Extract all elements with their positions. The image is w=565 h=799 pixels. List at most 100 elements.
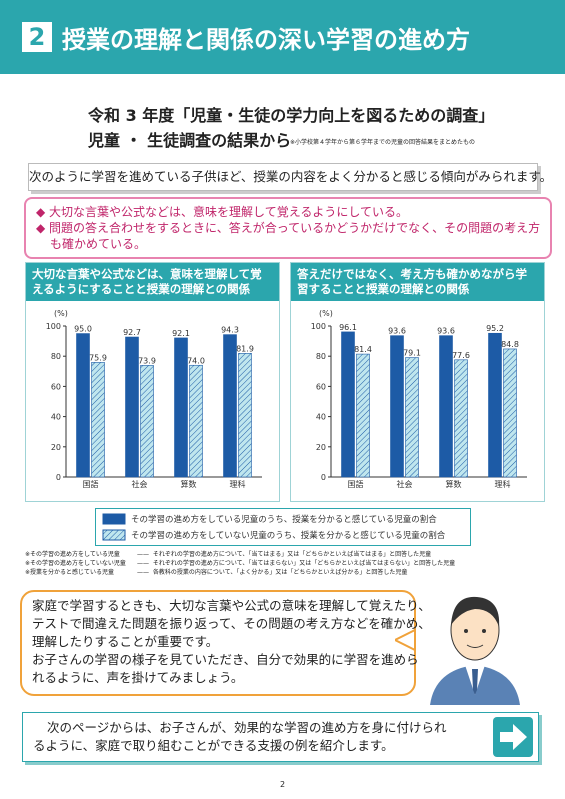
note: ※その学習の進め方をしていない児童 —— それぞれの学習の進め方について、「当ては… [25, 560, 456, 567]
bar [356, 353, 370, 478]
legend-swatch [102, 529, 126, 541]
teacher-illustration [395, 596, 520, 705]
note: ※授業を分かると感じている児童 —— 各教科の授業の内容について、「よく分かる」又… [25, 569, 408, 576]
chart-title: 大切な言葉や公式などは、意味を理解して覚えるようにすることと授業の理解との関係 [26, 263, 279, 301]
survey-subtitle: 児童 ・ 生徒調査の結果から [88, 131, 292, 150]
x-tick-label: 理科 [495, 479, 511, 489]
bar [341, 331, 355, 478]
point: ◆ 大切な言葉や公式などは、意味を理解して覚えるようにしている。 [36, 205, 408, 219]
lead-text: 次のように学習を進めている子供ほど、授業の内容をよく分かると感じる傾向がみられま… [29, 169, 553, 184]
legend-label: その学習の進め方をしている児童のうち、授業を分かると感じている児童の割合 [131, 514, 437, 525]
legend-swatch [102, 513, 126, 525]
legend-frame [95, 508, 471, 546]
note-term: ※その学習の進め方をしていない児童 [25, 560, 126, 567]
x-tick-label: 算数 [181, 479, 197, 489]
note-term: ※その学習の進め方をしている児童 [25, 551, 120, 558]
y-axis-unit: (%) [319, 309, 333, 318]
value-label: 77.6 [452, 351, 470, 360]
next-line: るように、家庭で取り組むことができる支援の例を紹介します。 [33, 738, 394, 753]
y-tick-label: 40 [51, 413, 61, 422]
bar [439, 335, 453, 478]
value-label: 84.8 [501, 340, 519, 349]
bar [390, 335, 404, 478]
bar [503, 348, 517, 478]
bar [76, 333, 90, 478]
advice-line: れるように、声を掛けてみましょう。 [32, 670, 244, 685]
bar [454, 359, 468, 478]
value-label: 74.0 [187, 356, 205, 365]
survey-note: ※小学校第４学年から第６学年までの児童の回答結果をまとめたもの [290, 139, 476, 146]
points-box: ◆ 大切な言葉や公式などは、意味を理解して覚えるようにしている。 ◆ 問題の答え… [24, 197, 552, 259]
advice-line: 理解したりすることが重要です。 [32, 634, 219, 649]
x-tick-label: 国語 [348, 479, 364, 489]
y-tick-label: 0 [56, 473, 61, 482]
bar [488, 332, 502, 478]
note-text: それぞれの学習の進め方について、「当てはまる」又は「どちらかといえば当てはまる」… [152, 551, 432, 558]
legend: その学習の進め方をしている児童のうち、授業を分かると感じている児童の割合 その学… [95, 508, 471, 546]
bar [140, 365, 154, 478]
value-label: 93.6 [388, 327, 406, 336]
point: ◆ 問題の答え合わせをするときに、答えが合っているかどうかだけでなく、その問題の… [36, 221, 541, 251]
legend-label: その学習の進め方をしていない児童のうち、授業を分かると感じている児童の割合 [131, 530, 446, 541]
next-line: 次のページからは、お子さんが、効果的な学習の進め方を身に付けられ [47, 720, 447, 735]
value-label: 81.9 [236, 344, 254, 353]
value-label: 96.1 [339, 323, 357, 332]
value-label: 79.1 [403, 349, 421, 358]
section-number: 2 [22, 22, 52, 52]
value-label: 92.1 [172, 329, 190, 338]
value-label: 95.0 [74, 325, 92, 334]
bar [405, 357, 419, 478]
value-label: 75.9 [89, 353, 107, 362]
note-text: それぞれの学習の進め方について、「当てはまらない」又は「どちらかといえば当てはま… [152, 560, 456, 567]
x-tick-label: 社会 [397, 479, 413, 489]
y-tick-label: 20 [316, 443, 326, 452]
chart: (%) 0 20 40 60 80 100 国語 96.1 81.4 社会 93.6 79.1 算数 93.… [311, 309, 527, 489]
advice-line: お子さんの学習の様子を見ていただき、自分で効果的に学習を進めら [32, 652, 419, 667]
value-label: 92.7 [123, 328, 141, 337]
y-axis-unit: (%) [54, 309, 68, 318]
point-text: 問題の答え合わせをするときに、答えが合っているかどうかだけでなく、その問題の考え… [49, 221, 541, 251]
bar [174, 337, 188, 478]
y-tick-label: 100 [311, 322, 326, 331]
y-tick-label: 80 [51, 352, 61, 361]
bar [91, 362, 105, 478]
y-tick-label: 60 [316, 382, 326, 391]
y-tick-label: 60 [51, 382, 61, 391]
x-tick-label: 社会 [132, 479, 148, 489]
chart-title: 答えだけではなく、考え方も確かめながら学習することと授業の理解との関係 [291, 263, 544, 301]
value-label: 81.4 [354, 345, 372, 354]
y-tick-label: 100 [46, 322, 61, 331]
value-label: 93.6 [437, 327, 455, 336]
y-tick-label: 40 [316, 413, 326, 422]
header-band [0, 0, 565, 74]
y-tick-label: 20 [51, 443, 61, 452]
chart-panel: 大切な言葉や公式などは、意味を理解して覚えるようにすることと授業の理解との関係 (… [25, 262, 280, 502]
value-label: 94.3 [221, 326, 239, 335]
next-arrow [493, 717, 533, 757]
x-tick-label: 国語 [83, 479, 99, 489]
lead-box: 次のように学習を進めている子供ほど、授業の内容をよく分かると感じる傾向がみられま… [28, 163, 552, 191]
next-box: 次のページからは、お子さんが、効果的な学習の進め方を身に付けられるように、家庭で… [22, 712, 539, 762]
advice-line: テストで間違えた問題を振り返って、その問題の考え方などを確かめ、 [32, 616, 431, 631]
x-tick-label: 理科 [230, 479, 246, 489]
note-term: ※授業を分かると感じている児童 [25, 569, 115, 576]
chart-panel: 答えだけではなく、考え方も確かめながら学習することと授業の理解との関係 (%) 0 2… [290, 262, 545, 502]
bar [238, 353, 252, 478]
page-number: 2 [279, 780, 286, 789]
value-label: 95.2 [486, 324, 504, 333]
advice-line: 家庭で学習するときも、大切な言葉や公式の意味を理解して覚えたり、 [32, 598, 431, 613]
value-label: 73.9 [138, 356, 156, 365]
x-tick-label: 算数 [446, 479, 462, 489]
y-tick-label: 0 [321, 473, 326, 482]
chart: (%) 0 20 40 60 80 100 国語 95.0 75.9 社会 92.7 73.9 算数 92.… [46, 309, 262, 489]
notes: ※その学習の進め方をしている児童 —— それぞれの学習の進め方について、「当てはま… [25, 550, 455, 577]
bar [223, 334, 237, 478]
bar [125, 336, 139, 478]
bar [189, 364, 203, 478]
y-tick-label: 80 [316, 352, 326, 361]
point-text: 大切な言葉や公式などは、意味を理解して覚えるようにしている。 [49, 205, 408, 219]
page-title: 授業の理解と関係の深い学習の進め方 [62, 26, 470, 54]
note: ※その学習の進め方をしている児童 —— それぞれの学習の進め方について、「当てはま… [25, 551, 432, 558]
note-text: 各教科の授業の内容について、「よく分かる」又は「どちらかといえば分かる」と回答し… [152, 569, 408, 576]
